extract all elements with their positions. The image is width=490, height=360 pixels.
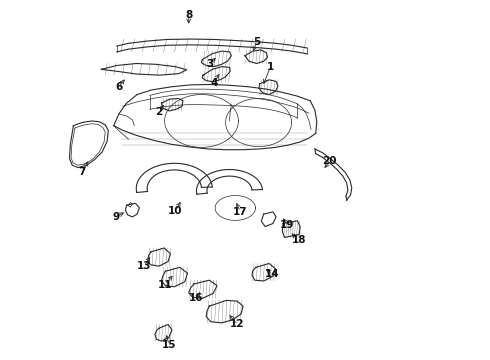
Text: 12: 12	[230, 319, 245, 329]
Text: 5: 5	[253, 37, 260, 47]
Text: 18: 18	[292, 235, 306, 245]
Text: 3: 3	[206, 59, 214, 68]
Text: 1: 1	[267, 62, 274, 72]
Text: 13: 13	[137, 261, 151, 271]
Text: 11: 11	[158, 280, 172, 290]
Text: 4: 4	[210, 78, 218, 88]
Text: 15: 15	[162, 340, 176, 350]
Text: 8: 8	[185, 10, 192, 20]
Text: 14: 14	[265, 269, 279, 279]
Text: 7: 7	[78, 167, 86, 177]
Text: 9: 9	[113, 212, 120, 222]
Text: 6: 6	[115, 82, 122, 92]
Text: 19: 19	[280, 220, 294, 230]
Text: 2: 2	[155, 107, 162, 117]
Text: 10: 10	[168, 206, 182, 216]
Text: 17: 17	[233, 207, 247, 217]
Text: 16: 16	[189, 293, 204, 303]
Text: 20: 20	[322, 156, 337, 166]
